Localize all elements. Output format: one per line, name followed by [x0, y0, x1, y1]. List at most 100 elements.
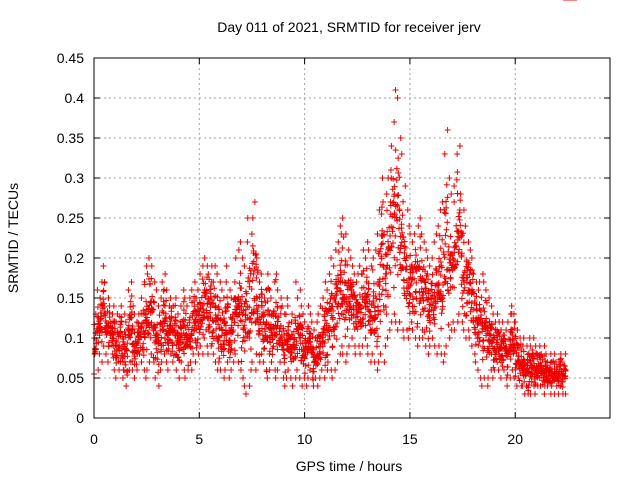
data-point	[438, 264, 445, 271]
data-point	[254, 308, 261, 315]
data-point	[425, 335, 432, 342]
data-point	[123, 383, 130, 389]
data-point	[258, 351, 265, 357]
data-point	[439, 306, 446, 313]
data-point	[123, 346, 130, 353]
data-point	[374, 343, 381, 350]
data-point	[246, 383, 253, 389]
data-point	[393, 165, 400, 172]
data-point	[248, 231, 255, 237]
data-point	[423, 247, 430, 253]
data-point	[337, 267, 344, 274]
data-point	[427, 294, 434, 301]
data-point	[385, 293, 392, 300]
data-point	[199, 351, 206, 357]
y-tick-label: 0.45	[57, 50, 84, 66]
data-point	[269, 351, 276, 358]
data-point	[406, 290, 413, 297]
data-point	[228, 367, 235, 373]
data-point	[161, 351, 168, 357]
data-point	[314, 383, 321, 389]
data-point	[148, 351, 155, 357]
data-point	[451, 199, 458, 205]
data-point	[383, 266, 390, 273]
data-point	[238, 285, 245, 292]
data-point	[240, 375, 247, 381]
data-point	[237, 270, 244, 277]
data-point	[307, 339, 314, 346]
data-point	[241, 322, 248, 329]
data-point	[338, 300, 345, 307]
data-point	[133, 340, 140, 347]
data-point	[482, 287, 489, 293]
data-point	[419, 292, 426, 299]
data-point	[297, 322, 304, 329]
data-point	[213, 325, 220, 332]
data-point	[440, 359, 447, 365]
data-point	[118, 303, 125, 309]
data-point	[434, 298, 441, 305]
data-point	[477, 315, 484, 322]
data-point	[305, 303, 312, 309]
data-point	[504, 319, 511, 325]
data-point	[122, 319, 129, 325]
data-point	[368, 263, 375, 269]
data-point	[387, 167, 394, 173]
data-point	[261, 312, 268, 319]
data-point	[258, 298, 265, 305]
data-point	[182, 375, 189, 381]
data-point	[382, 304, 389, 311]
data-point	[433, 269, 440, 276]
data-point	[463, 312, 470, 319]
data-point	[205, 271, 212, 277]
data-point	[206, 321, 213, 328]
data-point	[495, 330, 502, 337]
data-point	[513, 349, 520, 356]
data-point	[388, 143, 395, 149]
data-point	[133, 319, 140, 325]
data-point	[297, 357, 304, 364]
data-point	[200, 306, 207, 313]
data-point	[235, 302, 242, 309]
data-point	[161, 335, 168, 342]
data-point	[548, 383, 555, 389]
data-point	[377, 351, 384, 357]
data-point	[128, 330, 135, 337]
data-point	[141, 310, 148, 317]
data-point	[394, 95, 401, 101]
data-point	[514, 327, 521, 333]
data-point	[113, 339, 120, 346]
data-point	[331, 323, 338, 330]
data-point	[338, 310, 345, 317]
data-point	[341, 269, 348, 276]
data-point	[247, 327, 254, 334]
data-point	[211, 285, 218, 292]
data-point	[357, 351, 364, 357]
data-point	[220, 346, 227, 353]
data-point	[340, 234, 347, 241]
data-point	[158, 334, 165, 341]
data-point	[422, 279, 429, 286]
data-point	[399, 264, 406, 271]
data-point	[479, 271, 486, 277]
data-point	[102, 351, 109, 357]
data-point	[261, 295, 268, 301]
data-point	[212, 263, 219, 269]
data-point	[235, 247, 242, 253]
data-point	[365, 247, 372, 253]
data-point	[401, 249, 408, 256]
data-point	[301, 319, 308, 325]
data-point	[256, 314, 263, 321]
y-tick-label: 0	[76, 410, 84, 426]
data-point	[359, 316, 366, 323]
data-point	[264, 271, 271, 277]
data-point	[422, 305, 429, 312]
data-point	[444, 287, 451, 294]
data-point	[243, 391, 250, 397]
data-point	[507, 351, 514, 358]
data-point	[383, 207, 390, 214]
data-point	[121, 311, 128, 317]
data-point	[429, 335, 436, 341]
data-point	[266, 367, 273, 373]
data-point	[466, 335, 473, 341]
